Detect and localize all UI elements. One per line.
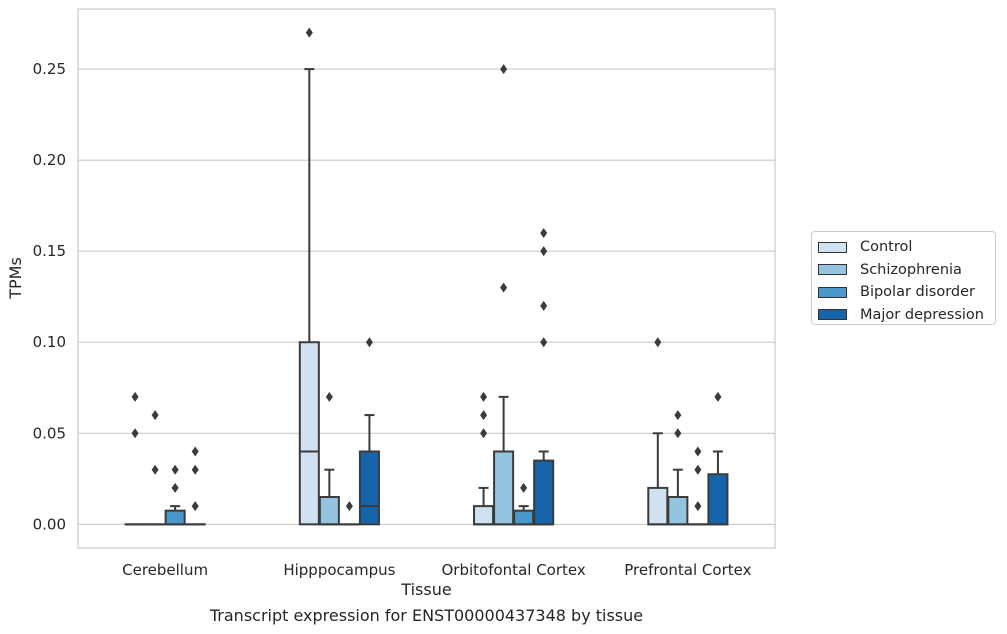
box-group	[707, 391, 729, 526]
box-group	[144, 410, 166, 526]
box-group	[513, 482, 535, 526]
box-group	[493, 64, 515, 526]
outlier-marker	[500, 282, 508, 293]
outlier-marker	[480, 391, 488, 402]
box-group	[667, 410, 689, 526]
box-group	[318, 391, 340, 526]
y-axis-tick-labels: 0.00 0.05 0.10 0.15 0.20 0.25	[33, 60, 66, 533]
box-group	[533, 227, 555, 526]
box	[473, 505, 495, 526]
legend-label: Major depression	[860, 306, 984, 323]
outlier-marker	[171, 482, 179, 493]
outlier-marker	[325, 391, 333, 402]
outlier-marker	[131, 428, 139, 439]
box-group	[687, 446, 709, 526]
legend-label: Schizophrenia	[860, 261, 962, 278]
legend-swatch	[818, 286, 847, 298]
box-group	[184, 446, 206, 526]
x-tick-label: Orbitofontal Cortex	[442, 561, 586, 579]
outlier-marker	[694, 501, 702, 512]
outlier-marker	[480, 410, 488, 421]
outlier-marker	[540, 337, 548, 348]
outlier-marker	[654, 337, 662, 348]
x-tick-label: Cerebellum	[122, 561, 208, 579]
box	[667, 496, 689, 526]
box-group	[473, 391, 495, 526]
box-group	[124, 391, 146, 526]
outlier-marker	[674, 428, 682, 439]
legend-swatch	[818, 241, 847, 253]
legend-label: Bipolar disorder	[860, 284, 975, 301]
box-group	[647, 337, 669, 526]
outlier-marker	[151, 410, 159, 421]
y-tick-label: 0.05	[33, 424, 66, 442]
y-tick-label: 0.15	[33, 242, 66, 260]
x-axis-tick-labels: Cerebellum Hipppocampus Orbitofontal Corte…	[122, 561, 751, 579]
legend-item: Bipolar disorder	[818, 281, 995, 304]
box	[647, 486, 669, 526]
x-tick-label: Hipppocampus	[283, 561, 395, 579]
plot-area-frame	[77, 8, 776, 549]
x-tick-label: Prefrontal Cortex	[624, 561, 751, 579]
box-group	[164, 464, 186, 526]
outlier-marker	[191, 446, 199, 457]
outlier-marker	[540, 227, 548, 238]
outlier-marker	[674, 410, 682, 421]
chart-caption: Transcript expression for ENST0000043734…	[209, 606, 644, 625]
box-group	[298, 27, 320, 526]
outlier-marker	[540, 300, 548, 311]
outlier-marker	[365, 337, 373, 348]
box	[533, 459, 555, 526]
legend-label: Control	[860, 239, 913, 256]
outlier-marker	[131, 391, 139, 402]
outlier-marker	[191, 501, 199, 512]
outlier-marker	[714, 391, 722, 402]
outlier-marker	[480, 428, 488, 439]
legend-item: Major depression	[818, 304, 995, 327]
outlier-marker	[500, 64, 508, 75]
legend: Control Schizophrenia Bipolar disorder Majo…	[811, 231, 996, 325]
box	[164, 509, 186, 526]
box	[493, 450, 515, 526]
y-axis-title: TPMs	[6, 257, 25, 300]
outlier-marker	[151, 464, 159, 475]
box	[358, 450, 380, 526]
box	[513, 509, 535, 526]
outlier-marker	[345, 501, 353, 512]
legend-swatch	[818, 264, 847, 276]
outlier-marker	[694, 446, 702, 457]
legend-swatch	[818, 309, 847, 321]
box-group	[338, 501, 360, 526]
y-tick-label: 0.10	[33, 333, 66, 351]
y-tick-label: 0.00	[33, 515, 66, 533]
box	[298, 341, 320, 526]
outlier-marker	[305, 27, 313, 38]
box-group	[358, 337, 380, 526]
box	[318, 496, 340, 526]
y-tick-label: 0.20	[33, 151, 66, 169]
x-axis-title: Tissue	[400, 580, 451, 599]
outlier-marker	[191, 464, 199, 475]
y-tick-label: 0.25	[33, 60, 66, 78]
boxes	[124, 27, 729, 526]
legend-item: Control	[818, 236, 995, 259]
legend-item: Schizophrenia	[818, 259, 995, 282]
outlier-marker	[171, 464, 179, 475]
box	[707, 473, 729, 526]
outlier-marker	[540, 246, 548, 257]
outlier-marker	[694, 464, 702, 475]
gridlines	[78, 68, 775, 525]
outlier-marker	[520, 482, 528, 493]
